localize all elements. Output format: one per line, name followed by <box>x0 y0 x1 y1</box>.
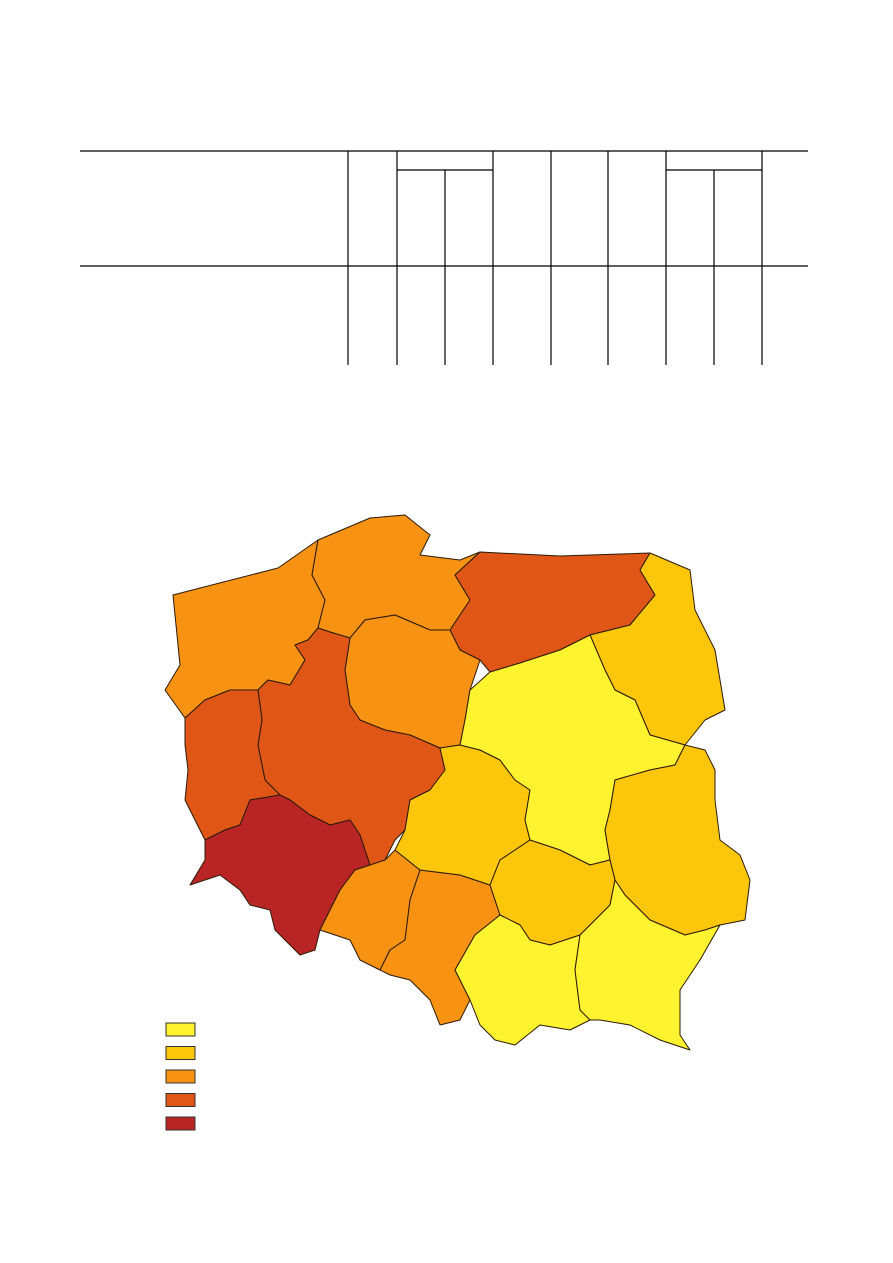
legend-swatch <box>165 1046 196 1060</box>
legend-swatch <box>165 1093 196 1107</box>
legend-swatch <box>165 1022 196 1037</box>
legend-swatch <box>165 1069 196 1084</box>
region-malopolskie <box>454 914 591 1046</box>
empty-table <box>80 150 808 365</box>
legend-swatch <box>165 1116 196 1131</box>
voivodeship-map <box>164 514 751 1051</box>
region-podkarpackie <box>574 879 721 1051</box>
map-legend <box>165 1022 196 1131</box>
